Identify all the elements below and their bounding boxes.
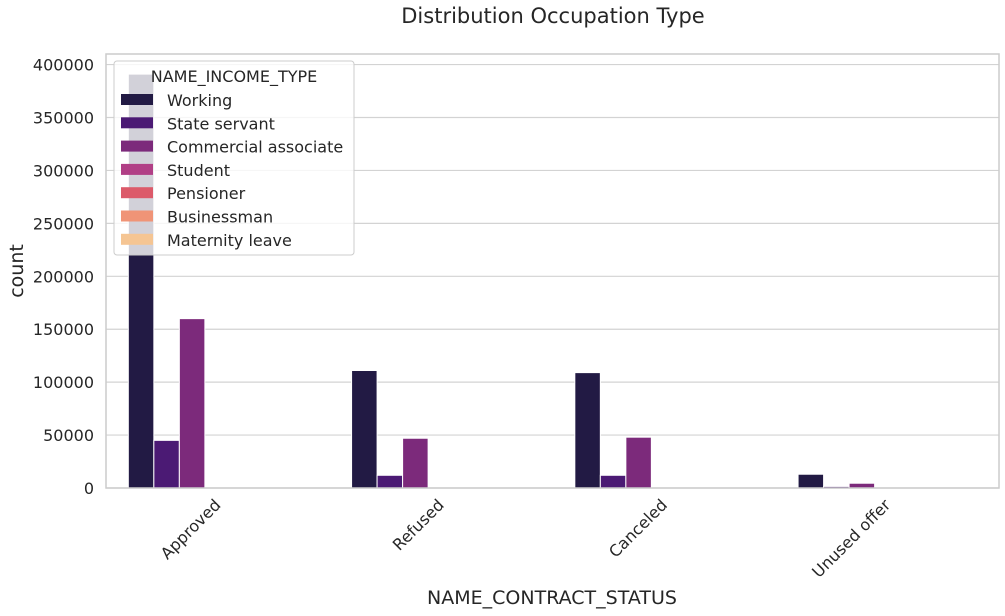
legend-items: Working State servant Commercial associate…	[121, 91, 343, 250]
legend-swatch	[121, 187, 153, 199]
chart-title: Distribution Occupation Type	[401, 4, 704, 28]
y-tick-label: 250000	[33, 214, 94, 233]
x-tick-label: Refused	[389, 495, 448, 554]
x-tick-label: Canceled	[605, 495, 671, 561]
legend-entry-label: Businessman	[167, 208, 273, 227]
legend-box	[113, 60, 355, 256]
bar	[376, 474, 404, 489]
legend-swatch	[121, 163, 153, 175]
legend-swatch	[121, 140, 153, 152]
x-axis-ticks: Approved Refused Canceled Unused offer	[157, 495, 895, 581]
y-tick-label: 100000	[33, 373, 94, 392]
plot-frame	[105, 53, 1000, 489]
bar	[625, 436, 652, 489]
legend-swatch	[121, 233, 153, 245]
bar	[153, 439, 180, 489]
y-tick-label: 50000	[43, 426, 94, 445]
legend-entry-label: Student	[167, 161, 230, 180]
y-tick-label: 200000	[33, 267, 94, 286]
y-axis-ticks: 0 50000 100000 150000 200000 250000 300000 3500…	[33, 56, 94, 498]
y-tick-label: 300000	[33, 161, 94, 180]
x-tick-label: Unused offer	[808, 495, 894, 581]
y-tick-label: 150000	[33, 320, 94, 339]
bar	[599, 474, 627, 489]
bar	[797, 473, 825, 489]
x-tick-label: Approved	[157, 495, 225, 563]
legend-entry-label: Working	[167, 91, 232, 110]
legend-swatch	[121, 117, 153, 129]
legend: NAME_INCOME_TYPE Working State servant Com…	[113, 60, 355, 256]
y-tick-label: 400000	[33, 56, 94, 75]
legend-swatch	[121, 210, 153, 222]
legend-entry-label: Commercial associate	[167, 138, 343, 157]
x-axis-label: NAME_CONTRACT_STATUS	[427, 587, 677, 609]
y-tick-label: 350000	[33, 109, 94, 128]
legend-title: NAME_INCOME_TYPE	[151, 67, 318, 87]
y-tick-label: 0	[84, 479, 94, 498]
bar	[351, 370, 378, 489]
legend-entry-label: Maternity leave	[167, 231, 292, 250]
bar	[402, 437, 429, 489]
bar	[574, 372, 601, 489]
legend-entry-label: Pensioner	[167, 184, 246, 203]
legend-entry-label: State servant	[167, 114, 275, 133]
bar	[178, 318, 206, 489]
y-axis-label: count	[6, 244, 28, 298]
legend-swatch	[121, 94, 153, 105]
